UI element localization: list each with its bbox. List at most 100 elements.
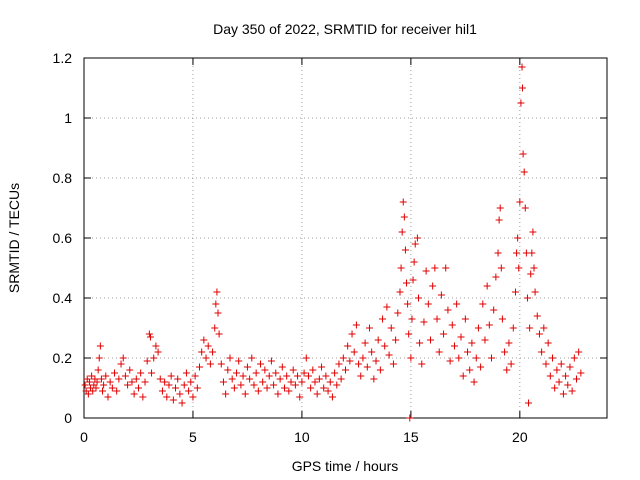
data-point bbox=[84, 390, 92, 398]
data-point bbox=[453, 300, 461, 308]
data-point bbox=[243, 363, 251, 371]
data-point bbox=[485, 321, 493, 329]
data-point bbox=[300, 369, 308, 377]
data-point bbox=[405, 330, 413, 338]
y-tick-label: 0.2 bbox=[53, 350, 73, 366]
y-tick-label: 0.4 bbox=[53, 290, 73, 306]
data-point bbox=[433, 315, 441, 323]
data-point bbox=[291, 381, 299, 389]
data-point bbox=[518, 63, 526, 71]
data-point bbox=[213, 288, 221, 296]
data-point bbox=[215, 330, 223, 338]
data-point bbox=[187, 378, 195, 386]
data-point bbox=[228, 375, 236, 383]
data-point bbox=[497, 264, 505, 272]
data-point bbox=[389, 360, 397, 368]
data-point bbox=[102, 372, 110, 380]
data-point bbox=[435, 348, 443, 356]
x-tick-label: 15 bbox=[403, 429, 419, 445]
data-point bbox=[304, 372, 312, 380]
data-point bbox=[528, 249, 536, 257]
data-point bbox=[363, 363, 371, 371]
data-point bbox=[577, 369, 585, 377]
data-point bbox=[346, 357, 354, 365]
data-point bbox=[167, 372, 175, 380]
x-tick-label: 0 bbox=[80, 429, 88, 445]
data-point bbox=[233, 369, 241, 377]
data-point bbox=[387, 324, 395, 332]
x-tick-label: 5 bbox=[189, 429, 197, 445]
data-point bbox=[490, 306, 498, 314]
data-point bbox=[381, 342, 389, 350]
data-point bbox=[505, 339, 513, 347]
data-point bbox=[176, 390, 184, 398]
data-point bbox=[280, 384, 288, 392]
data-point bbox=[526, 324, 534, 332]
data-point bbox=[195, 363, 203, 371]
y-tick-label: 0.6 bbox=[53, 230, 73, 246]
data-point bbox=[429, 282, 437, 290]
data-point bbox=[139, 393, 147, 401]
data-point bbox=[134, 384, 142, 392]
data-point bbox=[376, 366, 384, 374]
data-point bbox=[137, 369, 145, 377]
data-point bbox=[422, 267, 430, 275]
data-point bbox=[518, 84, 526, 92]
data-point bbox=[359, 354, 367, 362]
data-point bbox=[113, 387, 121, 395]
data-point bbox=[555, 378, 563, 386]
data-point bbox=[368, 348, 376, 356]
data-point bbox=[557, 360, 565, 368]
data-point bbox=[342, 366, 349, 374]
data-point bbox=[385, 351, 393, 359]
data-point bbox=[409, 276, 417, 284]
data-point bbox=[374, 336, 382, 344]
data-point bbox=[572, 375, 580, 383]
data-point bbox=[143, 357, 151, 365]
data-point bbox=[511, 288, 519, 296]
data-point bbox=[95, 354, 103, 362]
data-point bbox=[488, 354, 496, 362]
data-point bbox=[514, 234, 522, 242]
data-point bbox=[339, 354, 347, 362]
data-point bbox=[459, 372, 467, 380]
data-point bbox=[154, 348, 162, 356]
data-point bbox=[278, 363, 286, 371]
data-point bbox=[178, 399, 186, 407]
data-point bbox=[257, 360, 265, 368]
data-point bbox=[237, 381, 245, 389]
data-point bbox=[141, 378, 149, 386]
data-point bbox=[335, 360, 343, 368]
data-point bbox=[130, 390, 138, 398]
data-point bbox=[152, 342, 160, 350]
x-axis-label: GPS time / hours bbox=[292, 458, 399, 474]
data-point bbox=[108, 384, 116, 392]
data-point bbox=[182, 369, 190, 377]
data-point bbox=[355, 360, 363, 368]
data-point bbox=[165, 381, 173, 389]
data-point bbox=[379, 315, 387, 323]
data-point bbox=[148, 369, 156, 377]
x-tick-label: 20 bbox=[512, 429, 528, 445]
data-point bbox=[357, 372, 365, 380]
grid-lines bbox=[84, 58, 607, 418]
data-point bbox=[559, 390, 567, 398]
y-tick-label: 1 bbox=[64, 110, 72, 126]
data-point bbox=[200, 336, 208, 344]
data-point bbox=[568, 387, 576, 395]
data-point bbox=[461, 315, 469, 323]
data-point bbox=[326, 378, 334, 386]
data-point bbox=[492, 273, 500, 281]
data-point bbox=[217, 360, 225, 368]
data-point bbox=[209, 348, 217, 356]
data-point bbox=[348, 330, 356, 338]
data-point bbox=[246, 375, 254, 383]
data-point bbox=[287, 378, 295, 386]
data-point bbox=[426, 336, 434, 344]
data-point bbox=[81, 381, 89, 389]
data-point bbox=[294, 372, 302, 380]
data-point bbox=[553, 366, 561, 374]
data-points bbox=[81, 63, 585, 422]
data-point bbox=[104, 393, 112, 401]
data-point bbox=[289, 366, 297, 374]
